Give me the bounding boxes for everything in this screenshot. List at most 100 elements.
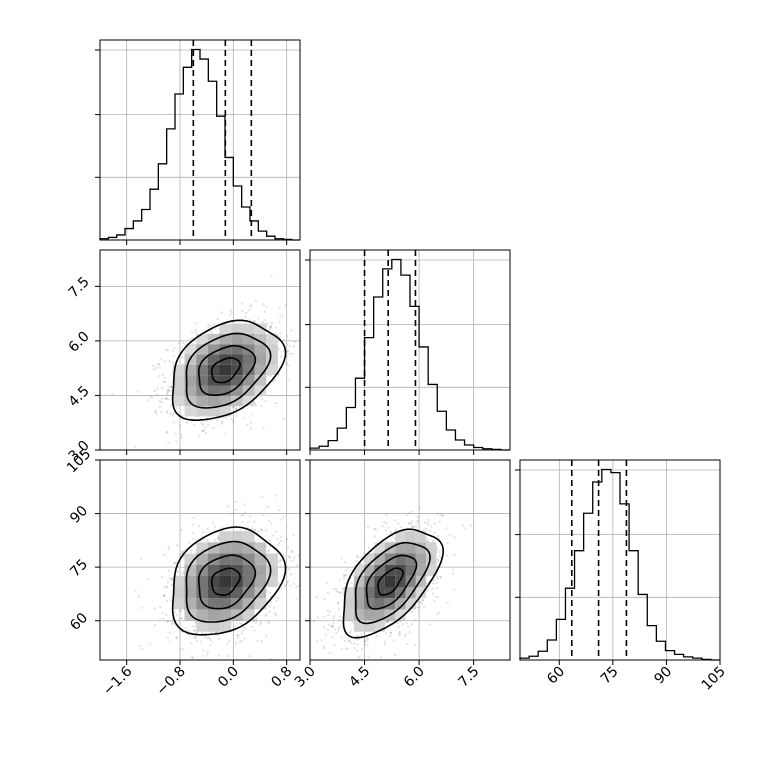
- density-cell: [254, 323, 267, 334]
- scatter-point: [208, 637, 211, 640]
- scatter-point: [330, 625, 333, 628]
- scatter-point: [361, 648, 364, 651]
- scatter-point: [216, 419, 219, 422]
- scatter-point: [166, 636, 169, 639]
- scatter-point: [464, 527, 467, 530]
- scatter-point: [167, 389, 170, 392]
- density-cell: [207, 620, 220, 632]
- density-cell: [254, 333, 267, 345]
- scatter-point: [281, 314, 284, 317]
- scatter-point: [168, 640, 171, 643]
- density-cell: [242, 364, 255, 376]
- density-cell: [184, 575, 197, 587]
- density-cell: [266, 575, 278, 587]
- density-cell: [254, 344, 267, 355]
- scatter-point: [423, 606, 426, 609]
- scatter-point: [250, 304, 253, 307]
- scatter-point: [435, 587, 438, 590]
- scatter-point: [241, 629, 244, 632]
- scatter-point: [416, 606, 419, 609]
- scatter-point: [383, 642, 387, 646]
- scatter-point: [166, 410, 169, 413]
- x-tick-label: 6.0: [401, 664, 428, 691]
- scatter-point: [252, 620, 255, 623]
- contour-line: [210, 356, 241, 384]
- scatter-point: [394, 528, 397, 531]
- scatter-point: [285, 538, 288, 541]
- contour-line: [197, 554, 257, 610]
- scatter-point: [217, 537, 220, 540]
- scatter-point: [287, 364, 290, 367]
- scatter-point: [261, 398, 264, 401]
- scatter-point: [160, 411, 163, 414]
- scatter-point: [163, 585, 166, 588]
- scatter-point: [160, 358, 163, 361]
- density-cell: [196, 354, 208, 365]
- scatter-point: [160, 397, 163, 400]
- scatter-point: [260, 621, 263, 624]
- scatter-point: [259, 622, 262, 626]
- density-cell: [172, 598, 185, 610]
- density-cell: [254, 354, 267, 365]
- scatter-point: [201, 429, 204, 432]
- density-cell: [343, 609, 354, 621]
- scatter-point: [206, 538, 209, 542]
- scatter-point: [286, 546, 289, 549]
- density-cell: [415, 553, 427, 565]
- scatter-point: [240, 632, 243, 635]
- scatter-point: [399, 526, 402, 529]
- scatter-point: [170, 599, 173, 603]
- scatter-point: [287, 349, 290, 352]
- scatter-panel-0-1: [99, 249, 308, 451]
- scatter-point: [171, 623, 174, 626]
- scatter-point: [253, 320, 256, 323]
- scatter-point: [210, 639, 213, 642]
- scatter-point: [445, 527, 448, 530]
- scatter-point: [268, 591, 271, 594]
- density-cell: [207, 564, 220, 576]
- scatter-point: [366, 638, 370, 642]
- scatter-point: [306, 348, 308, 350]
- scatter-point: [171, 412, 174, 415]
- scatter-point: [254, 528, 257, 531]
- scatter-point: [222, 416, 225, 419]
- scatter-point: [340, 557, 343, 560]
- scatter-point: [286, 350, 289, 353]
- scatter-point: [235, 622, 238, 625]
- scatter-point: [272, 606, 275, 609]
- scatter-point: [217, 534, 220, 537]
- scatter-point: [290, 329, 293, 332]
- scatter-point: [432, 539, 435, 542]
- scatter-point: [188, 629, 191, 632]
- density-cell: [172, 587, 185, 599]
- density-cell: [172, 364, 185, 376]
- scatter-point: [193, 629, 196, 633]
- scatter-point: [165, 599, 168, 603]
- scatter-point: [278, 559, 281, 562]
- scatter-point: [391, 540, 394, 543]
- scatter-point: [266, 322, 269, 325]
- scatter-point: [228, 640, 231, 643]
- scatter-point: [305, 563, 307, 565]
- density-cell: [395, 564, 406, 576]
- scatter-point: [442, 515, 445, 518]
- scatter-point: [209, 643, 212, 647]
- scatter-point: [153, 607, 156, 610]
- scatter-point: [156, 387, 159, 390]
- scatter-point: [295, 563, 299, 566]
- scatter-point: [158, 366, 161, 369]
- scatter-point: [166, 620, 169, 623]
- scatter-point: [238, 640, 242, 643]
- density-cell: [184, 598, 197, 610]
- scatter-point: [242, 416, 245, 419]
- scatter-point: [221, 525, 224, 528]
- scatter-point: [158, 405, 161, 408]
- x-tick-label: 90: [651, 664, 675, 688]
- contour-line: [354, 541, 431, 625]
- density-cell: [184, 406, 197, 417]
- scatter-point: [165, 411, 168, 414]
- scatter-point: [168, 360, 171, 363]
- scatter-point: [167, 545, 170, 549]
- scatter-point: [159, 400, 162, 403]
- scatter-point: [429, 529, 432, 532]
